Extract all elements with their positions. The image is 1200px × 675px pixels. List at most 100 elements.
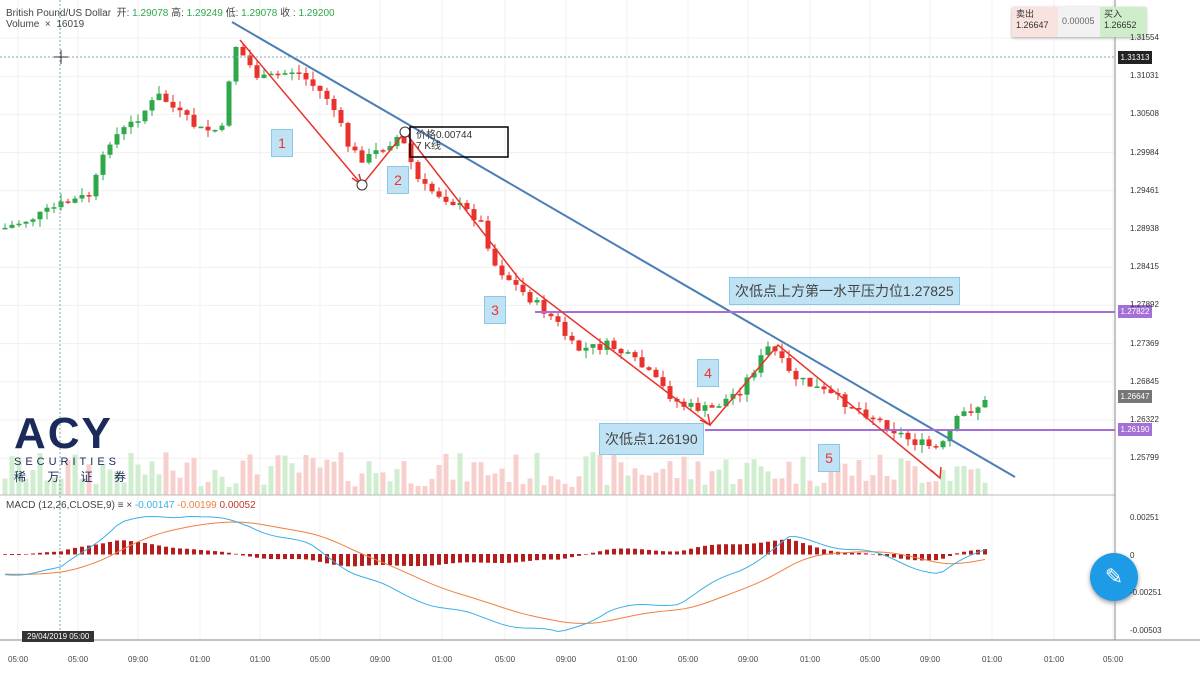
macd-histogram-bar (311, 554, 315, 561)
candle-body (212, 129, 218, 132)
macd-histogram-bar (619, 548, 623, 555)
candle-body (415, 162, 421, 180)
volume-bar (527, 478, 533, 495)
volume-bar (121, 482, 127, 495)
volume-bar (576, 476, 582, 495)
edit-button[interactable]: ✎ (1090, 553, 1138, 601)
close-value: 1.29200 (298, 8, 335, 19)
price-axis-label: 1.25799 (1130, 453, 1159, 463)
candle-body (114, 134, 120, 145)
volume-bar (961, 465, 967, 495)
time-axis-label: 09:00 (128, 655, 149, 664)
candle-body (79, 195, 85, 199)
volume-bar (877, 454, 883, 495)
macd-histogram-bar (969, 550, 973, 555)
volume-bar (779, 478, 785, 495)
macd-histogram-bar (780, 539, 784, 555)
candle-body (716, 406, 722, 408)
candle-body (534, 300, 540, 303)
candle-body (485, 220, 491, 249)
candle-body (821, 386, 827, 390)
volume-bar (72, 454, 78, 495)
macd-histogram-bar (983, 549, 987, 555)
candle-body (324, 90, 330, 99)
macd-histogram-bar (395, 554, 399, 566)
candle-body (646, 367, 652, 370)
volume-bar (282, 455, 288, 495)
volume-bar (737, 478, 743, 495)
signal-line (4, 521, 986, 624)
candle-body (303, 73, 309, 80)
volume-bar (870, 475, 876, 495)
macd-histogram-bar (717, 544, 721, 555)
macd-histogram-bar (164, 546, 168, 555)
close-icon[interactable]: × (44, 19, 51, 30)
symbol-header: British Pound/US Dollar 开: 1.29078 高: 1.… (6, 8, 335, 19)
volume-bar (142, 474, 148, 495)
sell-button[interactable]: 卖出 1.26647 (1012, 7, 1058, 37)
macd-histogram-bar (514, 554, 518, 563)
volume-bar (618, 462, 624, 495)
candle-body (282, 73, 288, 75)
volume-bar (891, 479, 897, 495)
menu-icon[interactable]: ≡ (117, 500, 124, 511)
macd-histogram-bar (199, 549, 203, 555)
volume-bars (2, 452, 988, 495)
macd-histogram-bar (73, 547, 77, 555)
volume-bar (702, 484, 708, 495)
volume-legend: Volume × 16019 (6, 19, 85, 30)
candle-body (926, 439, 932, 447)
candle-body (30, 219, 36, 222)
candle-body (233, 46, 239, 82)
close-icon[interactable]: × (126, 500, 133, 511)
volume-bar (366, 461, 372, 495)
macd-histogram-bar (122, 540, 126, 555)
candle-body (849, 406, 855, 409)
volume-bar (191, 457, 197, 495)
candle-body (296, 72, 302, 74)
macd-histogram-bar (276, 554, 280, 560)
volume-bar (590, 452, 596, 495)
candle-body (919, 439, 925, 446)
volume-bar (968, 469, 974, 495)
candle-body (870, 417, 876, 420)
price-axis-label: 1.28938 (1130, 224, 1159, 233)
macd-axis-label: 0 (1130, 550, 1135, 560)
macd-histogram-bar (955, 553, 959, 555)
price-axis-label: 1.26845 (1130, 376, 1159, 386)
macd-histogram-bar (752, 543, 756, 555)
volume-bar (170, 470, 176, 495)
crosshair-price-tag: 1.31313 (1118, 51, 1152, 64)
candle-body (44, 207, 50, 212)
macd-histogram-bar (150, 544, 154, 555)
candle-body (695, 402, 701, 411)
trade-widget[interactable]: 卖出 1.26647 0.00005 买入 1.26652 (1012, 7, 1146, 37)
volume-bar (93, 483, 99, 495)
macd-histogram-bar (59, 551, 63, 555)
candle-body (387, 146, 393, 151)
macd-histogram-bar (185, 548, 189, 555)
macd-histogram-bar (437, 554, 441, 565)
candle-body (184, 110, 190, 115)
candle-body (891, 430, 897, 434)
macd-histogram-bar (745, 543, 749, 555)
macd-histogram-bar (31, 553, 35, 555)
volume-bar (597, 455, 603, 495)
volume-bar (716, 469, 722, 495)
candle-body (814, 386, 820, 388)
time-axis-label: 01:00 (1044, 655, 1065, 664)
macd-histogram-bar (479, 554, 483, 563)
macd-histogram-bar (52, 551, 56, 555)
anchor-point (356, 179, 368, 191)
spread: 0.00005 (1058, 7, 1100, 37)
volume-bar (821, 482, 827, 495)
buy-button[interactable]: 买入 1.26652 (1100, 7, 1146, 37)
candles (2, 43, 988, 453)
macd-histogram-bar (591, 552, 595, 555)
volume-bar (16, 459, 22, 495)
macd-histogram-bar (843, 552, 847, 555)
macd-histogram-bar (269, 554, 273, 560)
volume-bar (653, 472, 659, 495)
volume-bar (9, 456, 15, 495)
